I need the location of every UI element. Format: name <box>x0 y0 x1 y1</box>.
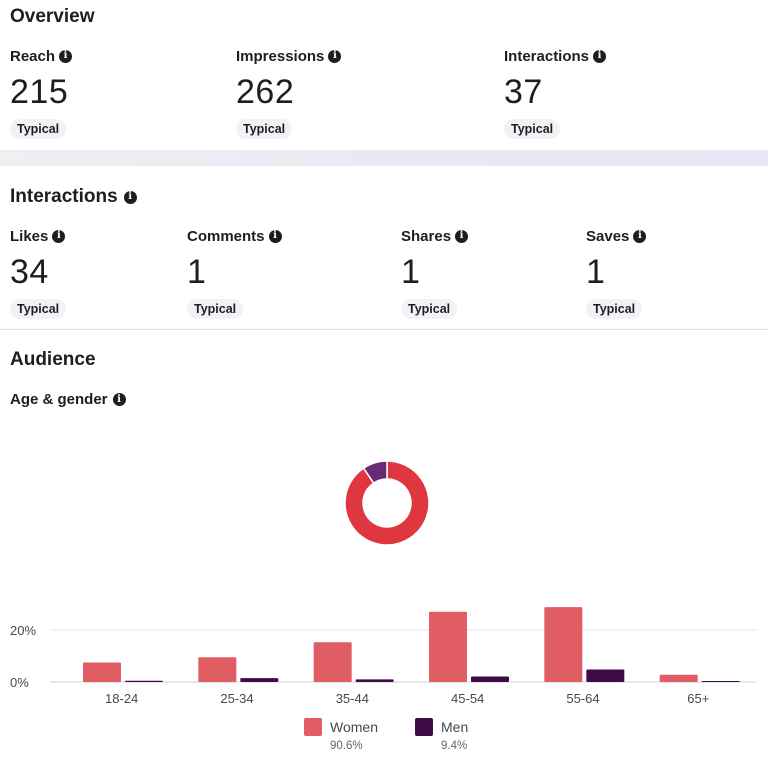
typical-badge: Typical <box>401 299 458 319</box>
metric-label: Interactions <box>504 47 590 65</box>
info-icon[interactable]: i <box>112 393 126 406</box>
audience-title: Audience <box>10 349 96 370</box>
bar-men-25-34[interactable] <box>240 678 279 682</box>
metric-comments: Comments i 1 Typical <box>187 227 282 319</box>
bar-women-18-24[interactable] <box>83 662 121 683</box>
metric-interactions: Interactions i 37 Typical <box>504 47 607 139</box>
donut-slice-women[interactable] <box>344 460 430 546</box>
legend-men[interactable]: Men 9.4% <box>415 718 468 752</box>
metric-label: Comments <box>187 227 265 245</box>
metric-label: Likes <box>10 227 49 245</box>
section-separator-band <box>0 150 768 166</box>
x-tick-label: 45-54 <box>451 691 484 706</box>
info-icon[interactable]: i <box>455 229 469 243</box>
age-gender-title: Age & gender i <box>10 391 126 408</box>
legend-percent: 90.6% <box>330 740 363 752</box>
metric-value: 1 <box>401 253 421 291</box>
y-tick-label: 0% <box>10 675 29 690</box>
metric-label: Shares <box>401 227 452 245</box>
legend-swatch-women <box>304 718 322 736</box>
legend-label: Women <box>330 719 378 735</box>
info-icon[interactable]: i <box>52 229 66 243</box>
metric-saves: Saves i 1 Typical <box>586 227 647 319</box>
section-divider <box>0 329 768 330</box>
typical-badge: Typical <box>10 119 67 139</box>
legend-women[interactable]: Women 90.6% <box>304 718 378 752</box>
legend-percent: 9.4% <box>441 740 468 752</box>
typical-badge: Typical <box>187 299 244 319</box>
bar-women-55-64[interactable] <box>544 607 583 682</box>
metric-value: 34 <box>10 253 49 291</box>
metric-label: Reach <box>10 47 56 65</box>
metric-likes: Likes i 34 Typical <box>10 227 67 319</box>
age-gender-bar-chart: 0% 20% 18-24 25-34 35-44 45-54 55-64 65+ <box>10 607 756 706</box>
info-icon[interactable]: i <box>268 229 282 243</box>
bar-men-65+[interactable] <box>701 680 740 682</box>
metric-value: 1 <box>586 253 606 291</box>
info-icon[interactable]: i <box>123 190 137 204</box>
info-icon[interactable]: i <box>633 229 647 243</box>
y-tick-label: 20% <box>10 623 36 638</box>
gender-donut-chart <box>344 460 430 546</box>
metric-label: Saves <box>586 227 630 245</box>
metric-value: 215 <box>10 73 69 111</box>
metric-impressions: Impressions i 262 Typical <box>236 47 342 139</box>
legend-label: Men <box>441 719 469 735</box>
legend-swatch-men <box>415 718 433 736</box>
metric-value: 1 <box>187 253 207 291</box>
info-icon[interactable]: i <box>593 49 607 63</box>
bar-men-45-54[interactable] <box>471 676 509 682</box>
x-tick-label: 35-44 <box>336 691 369 706</box>
metric-reach: Reach i 215 Typical <box>10 47 73 139</box>
interactions-title: Interactions i <box>10 186 137 208</box>
x-tick-label: 18-24 <box>105 691 138 706</box>
metric-shares: Shares i 1 Typical <box>401 227 469 319</box>
bar-men-18-24[interactable] <box>125 680 163 682</box>
typical-badge: Typical <box>236 119 293 139</box>
bar-women-65+[interactable] <box>659 674 698 682</box>
info-icon[interactable]: i <box>328 49 342 63</box>
bar-women-25-34[interactable] <box>198 657 237 682</box>
typical-badge: Typical <box>586 299 643 319</box>
bar-women-35-44[interactable] <box>313 642 352 682</box>
bar-men-55-64[interactable] <box>586 669 625 682</box>
metric-value: 262 <box>236 73 295 111</box>
donut-slice-men[interactable] <box>362 460 388 485</box>
typical-badge: Typical <box>504 119 561 139</box>
x-tick-label: 55-64 <box>566 691 599 706</box>
bar-women-45-54[interactable] <box>429 611 467 682</box>
overview-title: Overview <box>10 6 95 27</box>
metric-label: Impressions <box>236 47 325 65</box>
metric-value: 37 <box>504 73 543 111</box>
typical-badge: Typical <box>10 299 67 319</box>
x-tick-label: 65+ <box>687 691 709 706</box>
bar-men-35-44[interactable] <box>355 679 394 682</box>
info-icon[interactable]: i <box>59 49 73 63</box>
x-tick-label: 25-34 <box>220 691 253 706</box>
